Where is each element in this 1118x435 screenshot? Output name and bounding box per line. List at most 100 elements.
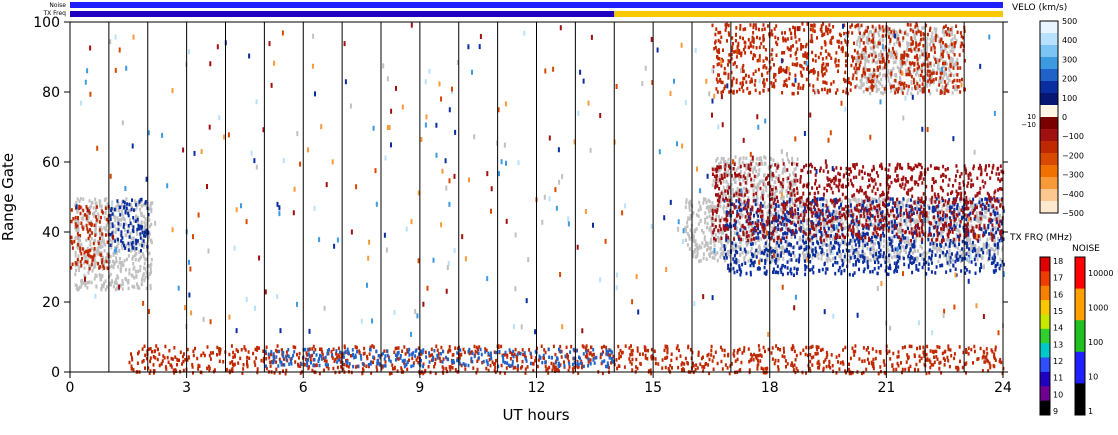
velo-tick-0: 500 bbox=[1062, 17, 1077, 26]
echo-cells-6 bbox=[70, 204, 110, 271]
velo-swatch-3 bbox=[1040, 57, 1058, 70]
noise-colorbar-title: NOISE bbox=[1072, 244, 1100, 254]
y-tick-label-80: 80 bbox=[42, 85, 60, 101]
velo-swatch-13 bbox=[1040, 177, 1058, 190]
x-tick-label-18: 18 bbox=[761, 380, 779, 396]
velo-tick-3: 200 bbox=[1062, 75, 1077, 84]
y-tick-label-20: 20 bbox=[42, 295, 60, 311]
txfreq-swatch-2 bbox=[1040, 285, 1050, 301]
noise-tick-2: 100 bbox=[1088, 338, 1103, 347]
echo-cells-10 bbox=[711, 22, 966, 96]
y-axis: 0 20 40 60 80 100 bbox=[33, 15, 1008, 381]
txfreq-tick-5: 13 bbox=[1053, 340, 1063, 349]
noise-swatch-2 bbox=[1075, 320, 1085, 353]
velo-frame bbox=[1039, 20, 1059, 214]
echo-feature-2 bbox=[855, 25, 959, 96]
txfreq-tick-3: 15 bbox=[1053, 307, 1063, 316]
txfreq-swatch-10 bbox=[1040, 400, 1050, 416]
velo-tick-1: 400 bbox=[1062, 36, 1077, 45]
x-axis-label: UT hours bbox=[502, 406, 569, 424]
txfreq-tick-4: 14 bbox=[1053, 324, 1063, 333]
noise-swatch-1 bbox=[1075, 288, 1085, 321]
txfreq-tick-1: 17 bbox=[1053, 274, 1063, 283]
noise-tick-1: 1000 bbox=[1088, 304, 1108, 313]
velo-inner-tick-0: 10 bbox=[1027, 113, 1036, 121]
velo-tick-5: 0 bbox=[1062, 113, 1067, 122]
velo-tick-10: −500 bbox=[1062, 209, 1084, 218]
velo-tick-9: −400 bbox=[1062, 190, 1084, 199]
velo-tick-2: 300 bbox=[1062, 55, 1077, 64]
echo-feature-6 bbox=[70, 204, 110, 271]
velo-swatch-12 bbox=[1040, 165, 1058, 178]
velo-swatch-9 bbox=[1040, 129, 1058, 142]
x-tick-label-3: 3 bbox=[182, 380, 191, 396]
velo-swatch-1 bbox=[1040, 33, 1058, 46]
txfreq-swatch-5 bbox=[1040, 328, 1050, 344]
echo-cells-3 bbox=[74, 197, 154, 292]
txfreq-swatch-7 bbox=[1040, 357, 1050, 373]
txfreq-tick-6: 12 bbox=[1053, 357, 1063, 366]
x-tick-label-21: 21 bbox=[877, 380, 895, 396]
y-tick-label-40: 40 bbox=[42, 225, 60, 241]
noise-tick-3: 10 bbox=[1088, 373, 1098, 382]
velo-swatch-7 bbox=[1040, 105, 1058, 118]
x-tick-label-24: 24 bbox=[994, 380, 1012, 396]
velo-swatch-0 bbox=[1040, 21, 1058, 34]
echo-speckle-3 bbox=[77, 22, 985, 334]
txfreq-swatch-6 bbox=[1040, 343, 1050, 359]
velo-tick-8: −300 bbox=[1062, 171, 1084, 180]
txfreq-swatch-9 bbox=[1040, 386, 1050, 402]
x-tick-label-6: 6 bbox=[299, 380, 308, 396]
echo-speckle-2 bbox=[75, 23, 982, 335]
txfreq-tick-8: 10 bbox=[1053, 390, 1063, 399]
echo-cells-9 bbox=[711, 162, 1005, 243]
x-tick-label-9: 9 bbox=[415, 380, 424, 396]
velo-swatch-14 bbox=[1040, 189, 1058, 202]
txfreq-frame bbox=[1039, 256, 1051, 416]
echo-feature-7 bbox=[109, 197, 150, 253]
noise-strip bbox=[70, 2, 1003, 8]
echo-speckle-0 bbox=[80, 30, 972, 336]
hour-gridlines bbox=[108, 22, 965, 372]
noise-frame bbox=[1074, 256, 1086, 416]
velo-colorbar-title: VELO (km/s) bbox=[1012, 3, 1067, 13]
noise-swatch-3 bbox=[1075, 351, 1085, 384]
x-tick-label-15: 15 bbox=[644, 380, 662, 396]
y-tick-label-100: 100 bbox=[33, 15, 60, 31]
txfreq-swatch-4 bbox=[1040, 314, 1050, 330]
velo-tick-4: 100 bbox=[1062, 94, 1077, 103]
x-tick-label-0: 0 bbox=[66, 380, 75, 396]
txfreq-swatch-3 bbox=[1040, 300, 1050, 315]
noise-tick-0: 10000 bbox=[1088, 269, 1113, 278]
echo-feature-4 bbox=[128, 344, 1005, 376]
noise-strip-label: Noise bbox=[49, 2, 66, 9]
noise-segment-0 bbox=[70, 2, 1003, 8]
noise-colorbar: 10000 1000 100 10 1 bbox=[1074, 256, 1113, 416]
velo-swatch-11 bbox=[1040, 153, 1058, 166]
txfreq-strip bbox=[70, 11, 1003, 17]
y-tick-label-60: 60 bbox=[42, 155, 60, 171]
txfreq-swatch-8 bbox=[1040, 371, 1050, 387]
noise-tick-4: 1 bbox=[1088, 407, 1093, 416]
x-tick-label-12: 12 bbox=[528, 380, 546, 396]
txfreq-tick-9: 9 bbox=[1053, 407, 1058, 416]
noise-swatch-4 bbox=[1075, 383, 1085, 416]
velo-tick-7: −200 bbox=[1062, 151, 1084, 160]
txfreq-tick-0: 18 bbox=[1053, 257, 1063, 266]
txfreq-tick-7: 11 bbox=[1053, 374, 1063, 383]
txfreq-swatch-1 bbox=[1040, 271, 1050, 287]
velo-swatch-4 bbox=[1040, 69, 1058, 82]
velo-swatch-5 bbox=[1040, 81, 1058, 94]
y-axis-label: Range Gate bbox=[0, 153, 17, 241]
txfreq-colorbar: 18 17 16 15 14 13 12 11 10 9 bbox=[1039, 256, 1063, 416]
echo-layer bbox=[70, 22, 1005, 376]
txfreq-colorbar-title: TX FRQ (MHz) bbox=[1009, 233, 1072, 243]
x-axis: 0 3 6 9 12 15 18 21 24 bbox=[66, 372, 1012, 396]
velo-tick-6: −100 bbox=[1062, 132, 1084, 141]
y-tick-label-0: 0 bbox=[51, 365, 60, 381]
echo-feature-3 bbox=[74, 197, 154, 292]
velo-swatch-8 bbox=[1040, 117, 1058, 130]
velo-swatch-2 bbox=[1040, 45, 1058, 58]
velo-swatch-6 bbox=[1040, 93, 1058, 106]
